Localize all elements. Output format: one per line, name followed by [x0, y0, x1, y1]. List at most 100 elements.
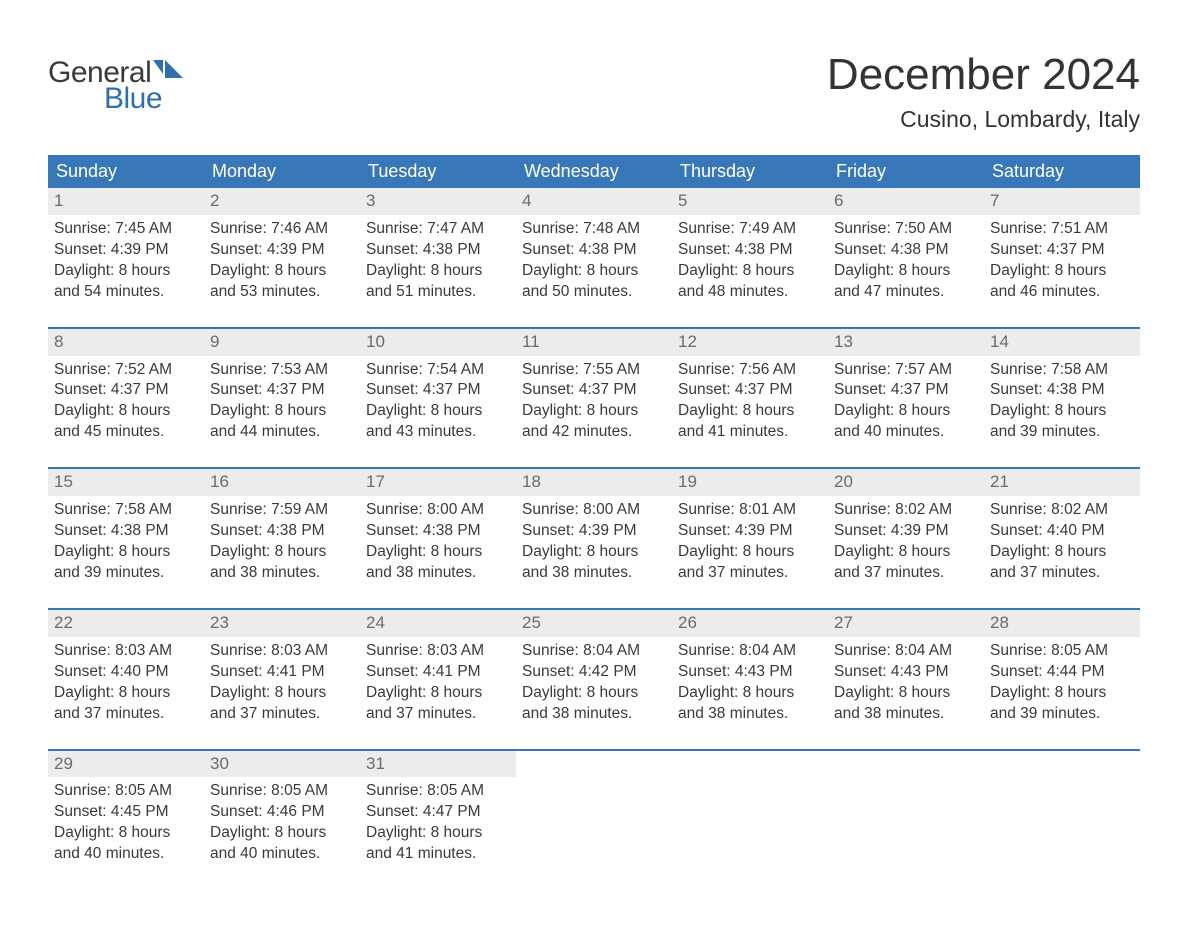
sunrise-line: Sunrise: 8:05 AM [366, 781, 510, 802]
daylight-line-1: Daylight: 8 hours [210, 401, 354, 422]
daylight-line-2: and 37 minutes. [834, 563, 978, 584]
day-number: 2 [204, 188, 360, 215]
daylight-line-1: Daylight: 8 hours [522, 542, 666, 563]
daynum-row: 293031 [48, 751, 1140, 778]
location: Cusino, Lombardy, Italy [827, 106, 1140, 133]
day-cell: Sunrise: 7:47 AMSunset: 4:38 PMDaylight:… [360, 215, 516, 327]
sunrise-line: Sunrise: 8:02 AM [990, 500, 1134, 521]
day-cell: Sunrise: 8:02 AMSunset: 4:39 PMDaylight:… [828, 496, 984, 608]
daylight-line-2: and 38 minutes. [834, 704, 978, 725]
sunset-line: Sunset: 4:44 PM [990, 662, 1134, 683]
daylight-line-2: and 48 minutes. [678, 282, 822, 303]
daylight-line-1: Daylight: 8 hours [210, 261, 354, 282]
sunset-line: Sunset: 4:37 PM [210, 380, 354, 401]
sunset-line: Sunset: 4:39 PM [834, 521, 978, 542]
day-number: 21 [984, 469, 1140, 496]
day-number: 5 [672, 188, 828, 215]
sunset-line: Sunset: 4:38 PM [834, 240, 978, 261]
daylight-line-2: and 45 minutes. [54, 422, 198, 443]
day-header: Tuesday [360, 155, 516, 188]
day-header: Sunday [48, 155, 204, 188]
daylight-line-2: and 37 minutes. [990, 563, 1134, 584]
day-header: Friday [828, 155, 984, 188]
sunset-line: Sunset: 4:41 PM [366, 662, 510, 683]
sunrise-line: Sunrise: 8:00 AM [522, 500, 666, 521]
day-cell [516, 777, 672, 889]
day-number: 16 [204, 469, 360, 496]
sunset-line: Sunset: 4:40 PM [990, 521, 1134, 542]
sunset-line: Sunset: 4:43 PM [834, 662, 978, 683]
day-cell [672, 777, 828, 889]
day-header: Wednesday [516, 155, 672, 188]
day-cell: Sunrise: 7:51 AMSunset: 4:37 PMDaylight:… [984, 215, 1140, 327]
sunset-line: Sunset: 4:38 PM [678, 240, 822, 261]
day-cell: Sunrise: 8:04 AMSunset: 4:43 PMDaylight:… [672, 637, 828, 749]
day-cell: Sunrise: 7:55 AMSunset: 4:37 PMDaylight:… [516, 356, 672, 468]
day-number: 18 [516, 469, 672, 496]
day-cell: Sunrise: 7:53 AMSunset: 4:37 PMDaylight:… [204, 356, 360, 468]
sunrise-line: Sunrise: 7:45 AM [54, 219, 198, 240]
day-cell: Sunrise: 8:03 AMSunset: 4:40 PMDaylight:… [48, 637, 204, 749]
daynum-row: 1234567 [48, 188, 1140, 215]
day-number: 19 [672, 469, 828, 496]
sunrise-line: Sunrise: 7:47 AM [366, 219, 510, 240]
daylight-line-2: and 38 minutes. [678, 704, 822, 725]
daylight-line-1: Daylight: 8 hours [522, 401, 666, 422]
sunset-line: Sunset: 4:41 PM [210, 662, 354, 683]
daylight-line-1: Daylight: 8 hours [210, 823, 354, 844]
daylight-line-1: Daylight: 8 hours [834, 683, 978, 704]
day-cell: Sunrise: 8:05 AMSunset: 4:46 PMDaylight:… [204, 777, 360, 889]
sunrise-line: Sunrise: 7:56 AM [678, 360, 822, 381]
sunrise-line: Sunrise: 8:05 AM [990, 641, 1134, 662]
day-cell: Sunrise: 8:02 AMSunset: 4:40 PMDaylight:… [984, 496, 1140, 608]
calendar-table: Sunday Monday Tuesday Wednesday Thursday… [48, 155, 1140, 889]
sunset-line: Sunset: 4:37 PM [834, 380, 978, 401]
daylight-line-1: Daylight: 8 hours [522, 683, 666, 704]
day-number: 24 [360, 610, 516, 637]
sunset-line: Sunset: 4:39 PM [54, 240, 198, 261]
daylight-line-1: Daylight: 8 hours [210, 542, 354, 563]
day-number: 28 [984, 610, 1140, 637]
sunset-line: Sunset: 4:47 PM [366, 802, 510, 823]
daylight-line-1: Daylight: 8 hours [366, 261, 510, 282]
sunrise-line: Sunrise: 8:00 AM [366, 500, 510, 521]
sunset-line: Sunset: 4:37 PM [990, 240, 1134, 261]
logo-text-blue: Blue [104, 82, 162, 116]
daylight-line-2: and 40 minutes. [54, 844, 198, 865]
day-number: 23 [204, 610, 360, 637]
daylight-line-2: and 43 minutes. [366, 422, 510, 443]
sunrise-line: Sunrise: 7:54 AM [366, 360, 510, 381]
day-number: 9 [204, 329, 360, 356]
sunrise-line: Sunrise: 8:04 AM [522, 641, 666, 662]
day-cell: Sunrise: 7:46 AMSunset: 4:39 PMDaylight:… [204, 215, 360, 327]
daylight-line-2: and 37 minutes. [678, 563, 822, 584]
day-body-row: Sunrise: 8:05 AMSunset: 4:45 PMDaylight:… [48, 777, 1140, 889]
day-cell: Sunrise: 7:57 AMSunset: 4:37 PMDaylight:… [828, 356, 984, 468]
day-number: 22 [48, 610, 204, 637]
day-number: 26 [672, 610, 828, 637]
day-cell: Sunrise: 7:59 AMSunset: 4:38 PMDaylight:… [204, 496, 360, 608]
daylight-line-1: Daylight: 8 hours [54, 683, 198, 704]
day-number: 29 [48, 751, 204, 778]
daylight-line-2: and 37 minutes. [54, 704, 198, 725]
day-header: Saturday [984, 155, 1140, 188]
sunrise-line: Sunrise: 8:04 AM [834, 641, 978, 662]
sunset-line: Sunset: 4:38 PM [366, 240, 510, 261]
sunset-line: Sunset: 4:37 PM [54, 380, 198, 401]
header: General Blue December 2024 Cusino, Lomba… [48, 30, 1140, 137]
day-number: 12 [672, 329, 828, 356]
logo: General Blue [48, 56, 183, 116]
daylight-line-2: and 38 minutes. [366, 563, 510, 584]
sunrise-line: Sunrise: 7:49 AM [678, 219, 822, 240]
page: General Blue December 2024 Cusino, Lomba… [0, 0, 1188, 929]
day-number: 30 [204, 751, 360, 778]
daylight-line-2: and 40 minutes. [834, 422, 978, 443]
sunset-line: Sunset: 4:39 PM [678, 521, 822, 542]
day-body-row: Sunrise: 7:52 AMSunset: 4:37 PMDaylight:… [48, 356, 1140, 468]
day-number: 25 [516, 610, 672, 637]
daylight-line-1: Daylight: 8 hours [678, 401, 822, 422]
daylight-line-1: Daylight: 8 hours [678, 261, 822, 282]
day-number: 10 [360, 329, 516, 356]
daylight-line-1: Daylight: 8 hours [366, 542, 510, 563]
day-number: 1 [48, 188, 204, 215]
